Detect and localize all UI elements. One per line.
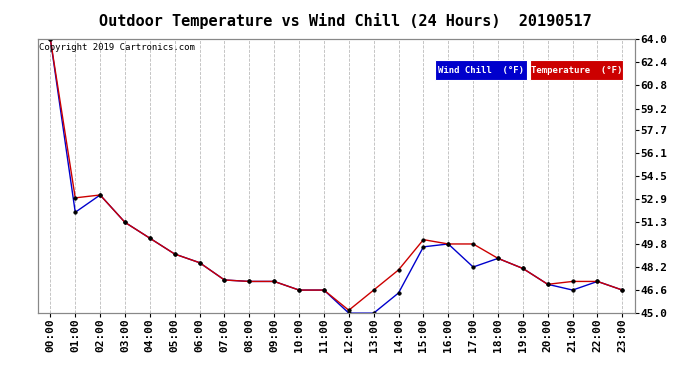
Text: Copyright 2019 Cartronics.com: Copyright 2019 Cartronics.com [39, 44, 195, 52]
Text: Temperature  (°F): Temperature (°F) [531, 66, 622, 75]
FancyBboxPatch shape [435, 60, 527, 81]
FancyBboxPatch shape [531, 60, 623, 81]
Text: Wind Chill  (°F): Wind Chill (°F) [438, 66, 524, 75]
Text: Outdoor Temperature vs Wind Chill (24 Hours)  20190517: Outdoor Temperature vs Wind Chill (24 Ho… [99, 13, 591, 29]
